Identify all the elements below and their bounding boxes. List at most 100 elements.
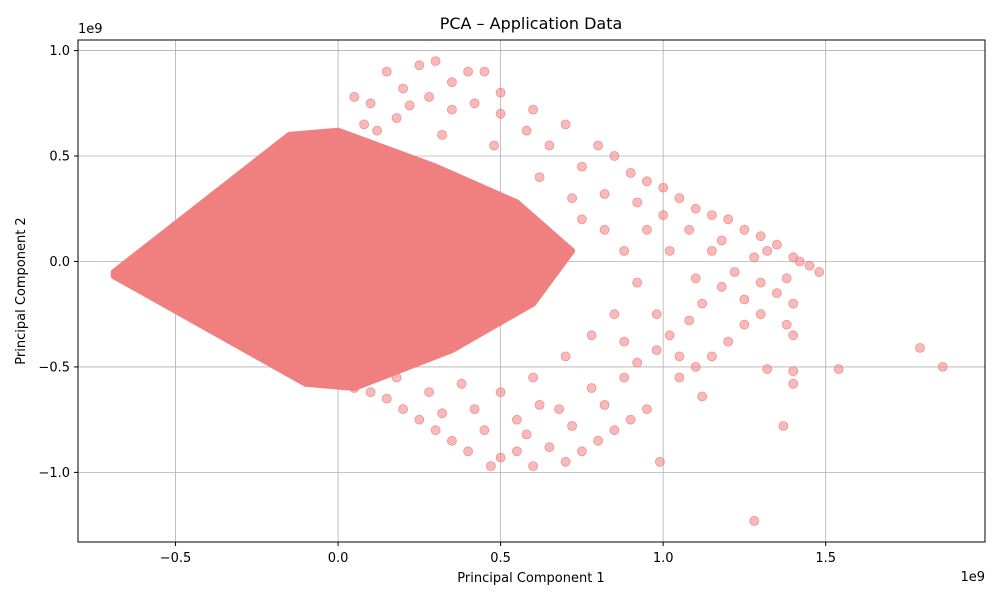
scatter-point-116 <box>599 399 610 410</box>
scatter-point-31 <box>755 309 766 320</box>
scatter-point-85 <box>658 210 669 221</box>
scatter-point-12 <box>593 140 603 151</box>
y-tick-label-0: −1.0 <box>38 466 70 481</box>
scatter-point-9 <box>495 87 506 98</box>
scatter-point-44 <box>833 364 844 374</box>
scatter-point-91 <box>495 108 506 119</box>
x-axis-scale-label: 1e9 <box>960 570 985 585</box>
scatter-point-90 <box>521 125 532 136</box>
scatter-point-19 <box>707 210 717 221</box>
scatter-point-95 <box>404 100 415 111</box>
scatter-point-127 <box>674 351 685 362</box>
scatter-point-109 <box>528 372 538 383</box>
scatter-point-78 <box>697 298 708 309</box>
scatter-point-122 <box>707 245 717 256</box>
x-tick-label-1: 0.0 <box>328 551 349 566</box>
scatter-point-84 <box>684 224 695 235</box>
scatter-point-118 <box>479 425 490 436</box>
scatter-point-106 <box>609 309 620 320</box>
scatter-point-32 <box>739 319 750 330</box>
scatter-point-41 <box>788 366 799 377</box>
scatter-point-112 <box>424 387 435 398</box>
y-axis-label: Principal Component 2 <box>14 217 29 364</box>
scatter-point-68 <box>333 372 344 383</box>
scatter-point-37 <box>690 361 701 372</box>
scatter-point-71 <box>554 404 564 415</box>
dense-point-cloud <box>110 127 576 391</box>
scatter-point-45 <box>915 342 925 353</box>
dense-cloud-region <box>110 127 576 391</box>
x-axis-label: Principal Component 1 <box>457 571 604 586</box>
scatter-point-21 <box>739 224 750 235</box>
scatter-point-70 <box>512 414 522 425</box>
scatter-point-34 <box>788 330 799 341</box>
scatter-points <box>333 56 948 526</box>
scatter-point-33 <box>781 319 792 330</box>
scatter-point-22 <box>755 231 766 242</box>
scatter-point-14 <box>625 167 636 178</box>
scatter-point-94 <box>424 92 435 102</box>
scatter-point-82 <box>762 245 773 256</box>
scatter-point-67 <box>349 383 360 393</box>
scatter-point-110 <box>495 387 506 398</box>
scatter-point-74 <box>632 357 643 368</box>
scatter-point-54 <box>560 456 571 467</box>
scatter-point-43 <box>778 421 789 431</box>
scatter-point-102 <box>567 193 577 204</box>
scatter-point-86 <box>632 197 643 208</box>
scatter-point-108 <box>560 351 571 362</box>
scatter-point-38 <box>697 391 708 402</box>
scatter-point-76 <box>664 330 675 341</box>
scatter-point-25 <box>794 256 805 267</box>
scatter-point-62 <box>430 425 441 436</box>
scatter-point-104 <box>619 245 630 256</box>
scatter-point-59 <box>485 461 496 472</box>
scatter-point-83 <box>716 235 727 246</box>
scatter-point-40 <box>762 364 773 374</box>
scatter-point-60 <box>463 446 474 457</box>
scatter-point-18 <box>690 203 701 214</box>
scatter-point-3 <box>463 66 474 77</box>
scatter-point-114 <box>534 399 545 410</box>
y-axis-scale-label: 1e9 <box>78 22 103 37</box>
scatter-point-0 <box>414 60 425 71</box>
scatter-point-27 <box>814 267 825 277</box>
scatter-point-120 <box>664 245 675 256</box>
scatter-point-29 <box>772 288 782 299</box>
scatter-point-126 <box>651 309 662 320</box>
scatter-point-81 <box>749 252 760 263</box>
scatter-point-124 <box>755 277 766 288</box>
scatter-point-87 <box>599 189 610 199</box>
scatter-point-2 <box>446 77 457 88</box>
scatter-point-63 <box>414 414 425 425</box>
scatter-point-99 <box>437 129 448 140</box>
x-tick-label-0: −0.5 <box>160 551 192 566</box>
y-tick-label-3: 0.5 <box>49 150 70 165</box>
scatter-point-113 <box>391 372 402 383</box>
scatter-point-89 <box>544 140 555 151</box>
scatter-point-105 <box>632 277 643 288</box>
scatter-point-48 <box>655 456 665 467</box>
scatter-point-88 <box>577 161 587 172</box>
scatter-point-35 <box>723 336 734 347</box>
scatter-point-65 <box>381 393 392 404</box>
scatter-point-55 <box>544 442 555 453</box>
plot-area-frame <box>77 39 986 543</box>
scatter-point-64 <box>398 404 409 415</box>
scatter-point-42 <box>788 378 799 389</box>
scatter-point-17 <box>674 193 685 204</box>
scatter-point-16 <box>658 182 669 193</box>
scatter-point-92 <box>469 98 480 109</box>
scatter-point-4 <box>479 66 490 77</box>
scatter-point-103 <box>599 224 610 235</box>
scatter-point-46 <box>937 361 948 372</box>
scatter-point-57 <box>512 446 522 457</box>
scatter-point-107 <box>586 330 597 341</box>
scatter-point-56 <box>528 461 538 472</box>
scatter-point-28 <box>781 273 792 284</box>
y-tick-label-2: 0.0 <box>49 255 70 270</box>
scatter-point-93 <box>446 104 457 115</box>
scatter-point-128 <box>619 336 630 347</box>
